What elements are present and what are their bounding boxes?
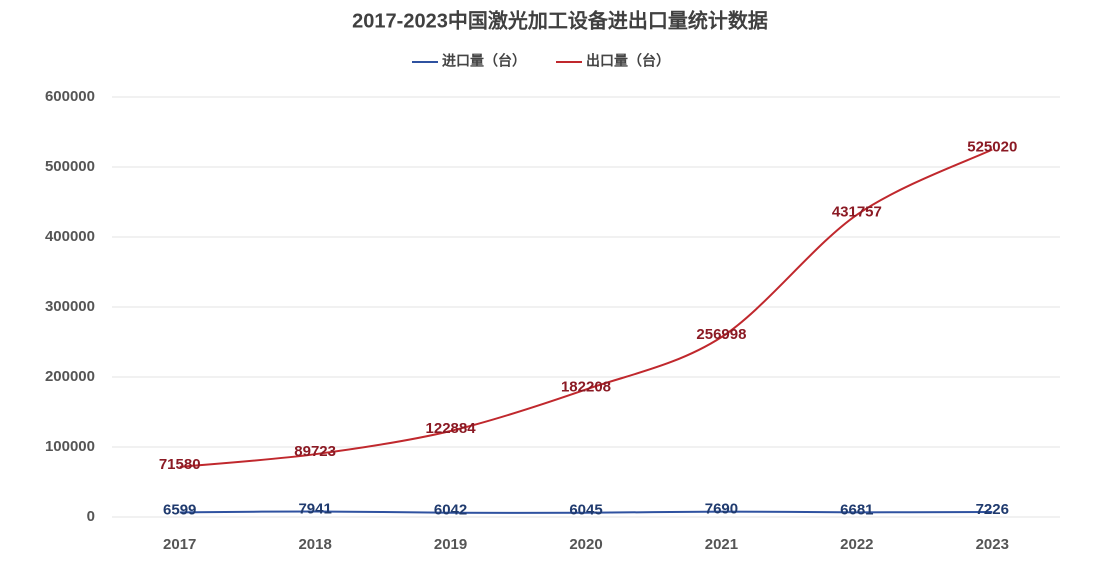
data-label: 182208 xyxy=(561,378,611,395)
data-label: 122884 xyxy=(426,420,477,437)
x-tick-label: 2019 xyxy=(434,536,467,553)
data-label: 7941 xyxy=(298,500,331,517)
x-tick-label: 2018 xyxy=(298,536,331,553)
x-tick-label: 2021 xyxy=(705,536,738,553)
y-tick-label: 500000 xyxy=(45,158,95,175)
y-tick-label: 300000 xyxy=(45,298,95,315)
legend-label: 出口量（台） xyxy=(586,53,670,69)
x-tick-label: 2020 xyxy=(569,536,602,553)
x-tick-label: 2023 xyxy=(976,536,1009,553)
data-label: 6042 xyxy=(434,502,467,519)
y-tick-label: 200000 xyxy=(45,368,95,385)
data-label: 89723 xyxy=(294,443,336,460)
series-line xyxy=(179,510,993,514)
legend-label: 进口量（台） xyxy=(442,53,526,69)
y-tick-label: 600000 xyxy=(45,88,95,105)
chart-title: 2017-2023中国激光加工设备进出口量统计数据 xyxy=(352,8,768,32)
data-label: 525020 xyxy=(967,138,1017,155)
data-label: 7226 xyxy=(976,501,1009,518)
x-tick-label: 2022 xyxy=(840,536,873,553)
data-label: 256998 xyxy=(696,326,746,343)
x-tick-label: 2017 xyxy=(163,536,196,553)
data-label: 6681 xyxy=(840,501,873,518)
y-tick-label: 0 xyxy=(87,508,95,525)
y-tick-label: 100000 xyxy=(45,438,95,455)
series-line xyxy=(179,148,993,468)
data-label: 6045 xyxy=(569,502,602,519)
data-label: 71580 xyxy=(159,456,201,473)
data-label: 7690 xyxy=(705,501,738,518)
y-tick-label: 400000 xyxy=(45,228,95,245)
data-label: 6599 xyxy=(163,501,196,518)
data-label: 431757 xyxy=(832,204,882,221)
